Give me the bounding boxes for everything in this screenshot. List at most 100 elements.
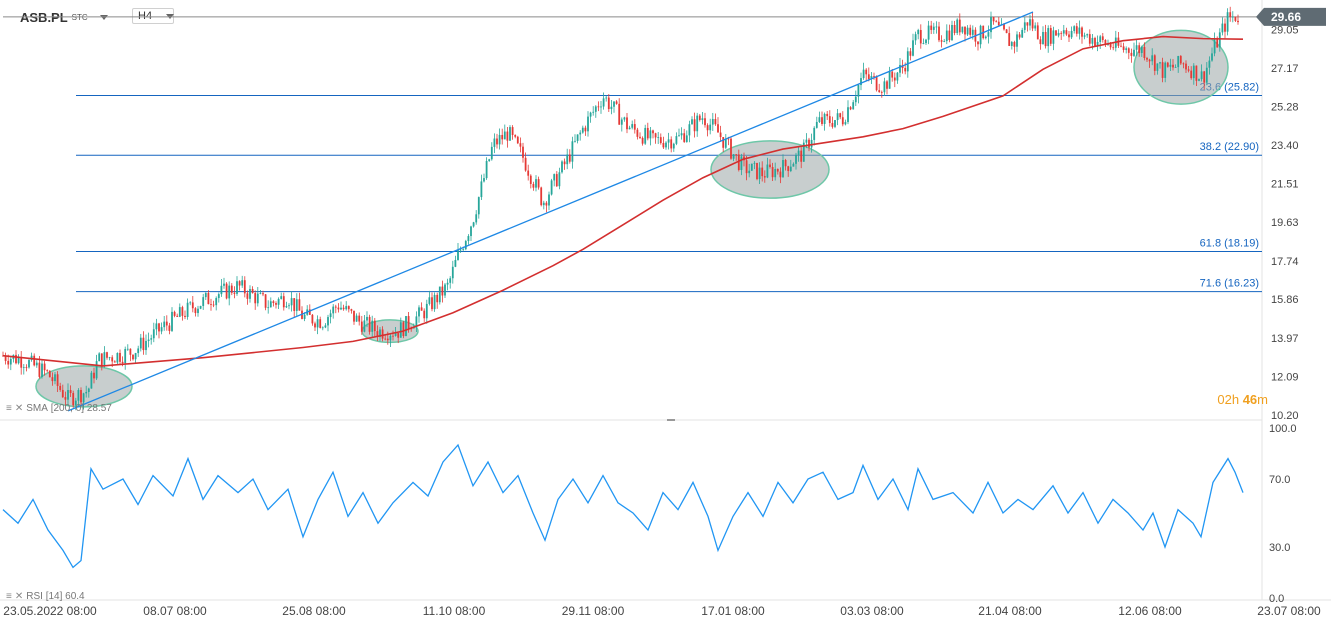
countdown-hours: 02 <box>1217 392 1232 407</box>
candle-body <box>984 36 987 39</box>
candle-body <box>150 338 153 340</box>
timeframe-selector[interactable]: H4 <box>132 8 175 24</box>
candle-body <box>958 19 961 33</box>
time-tick-label: 23.05.2022 08:00 <box>3 604 97 618</box>
candle-body <box>576 134 579 141</box>
rsi-indicator-label[interactable]: ≡ ✕ RSI [14] 60.4 <box>6 591 85 602</box>
candle-body <box>548 194 550 206</box>
candle-body <box>303 314 306 319</box>
candle-body <box>735 154 738 156</box>
candle-body <box>155 323 158 330</box>
candle-body <box>1005 29 1008 34</box>
candle-body <box>347 306 350 310</box>
candle-body <box>730 138 732 159</box>
close-icon[interactable]: ✕ <box>14 403 24 414</box>
candle-body <box>256 293 259 304</box>
candle-body <box>841 117 844 125</box>
candle-body <box>25 367 28 369</box>
chevron-down-icon[interactable] <box>166 13 175 19</box>
candle-body <box>626 117 628 130</box>
candle-body <box>423 310 426 319</box>
candle-body <box>1179 56 1182 64</box>
fib-level-label: 61.8 (18.19) <box>1200 238 1259 250</box>
candle-body <box>865 69 868 75</box>
candle-body <box>165 321 168 326</box>
candle-body <box>787 166 790 172</box>
candle-body <box>589 112 592 117</box>
candle-body <box>194 308 197 314</box>
rsi-tick-label: 0.0 <box>1269 593 1284 605</box>
candle-body <box>670 139 673 149</box>
candle-body <box>280 296 283 299</box>
candle-body <box>1073 26 1076 31</box>
candle-body <box>246 293 249 299</box>
candle-body <box>1122 46 1125 50</box>
candle-body <box>1065 30 1068 35</box>
candle-body <box>321 327 324 329</box>
candle-body <box>1185 63 1187 70</box>
close-icon[interactable]: ✕ <box>14 591 24 602</box>
candle-body <box>1138 45 1141 54</box>
candle-body <box>415 316 418 327</box>
rsi-value: 60.4 <box>65 591 85 602</box>
candle-body <box>1237 20 1239 23</box>
menu-icon[interactable]: ≡ <box>6 591 12 602</box>
candle-body <box>418 307 420 317</box>
candle-body <box>1146 57 1148 60</box>
candle-body <box>727 138 730 140</box>
candle-body <box>1153 55 1156 71</box>
candle-body <box>100 353 103 367</box>
candle-body <box>693 119 696 132</box>
candle-body <box>319 319 322 328</box>
candle-body <box>1226 12 1229 32</box>
candle-body <box>334 306 337 308</box>
candle-body <box>1174 67 1177 68</box>
sma-indicator-label[interactable]: ≡ ✕ SMA [200, 0] 28.57 <box>6 403 112 414</box>
time-tick-label: 11.10 08:00 <box>423 604 486 618</box>
candle-body <box>867 74 870 79</box>
candle-body <box>9 358 12 365</box>
candle-body <box>1172 64 1174 68</box>
candle-body <box>85 391 88 394</box>
candle-body <box>80 390 82 403</box>
candle-body <box>1052 30 1055 44</box>
candle-body <box>821 117 823 124</box>
timeframe-label: H4 <box>138 10 153 22</box>
candle-body <box>522 146 524 158</box>
candle-body <box>238 281 241 286</box>
candle-body <box>524 157 527 171</box>
candle-body <box>1091 37 1094 44</box>
candle-body <box>995 21 998 23</box>
candle-body <box>917 30 920 35</box>
candle-body <box>464 241 467 250</box>
candle-body <box>849 107 852 110</box>
candle-body <box>566 154 569 165</box>
candle-body <box>1083 35 1086 37</box>
candle-body <box>394 333 397 336</box>
candle-body <box>282 296 285 308</box>
candle-body <box>896 72 899 81</box>
candle-body <box>51 377 54 382</box>
candle-body <box>724 138 727 148</box>
menu-icon[interactable]: ≡ <box>6 403 12 414</box>
countdown-h-unit: h <box>1231 392 1240 407</box>
candle-body <box>688 124 691 136</box>
candle-body <box>938 26 940 41</box>
candle-body <box>480 181 483 198</box>
candle-body <box>969 27 972 35</box>
candle-body <box>48 370 51 378</box>
candle-body <box>1029 19 1031 26</box>
candle-body <box>714 119 717 125</box>
candle-body <box>683 133 686 142</box>
candle-body <box>293 298 296 311</box>
candle-body <box>912 40 914 56</box>
candle-body <box>568 154 571 162</box>
candle-body <box>769 164 771 168</box>
candle-body <box>860 78 862 86</box>
candle-body <box>477 197 480 215</box>
candle-body <box>1088 34 1091 44</box>
candle-body <box>870 76 873 79</box>
candle-body <box>844 122 847 125</box>
candle-body <box>906 51 909 72</box>
